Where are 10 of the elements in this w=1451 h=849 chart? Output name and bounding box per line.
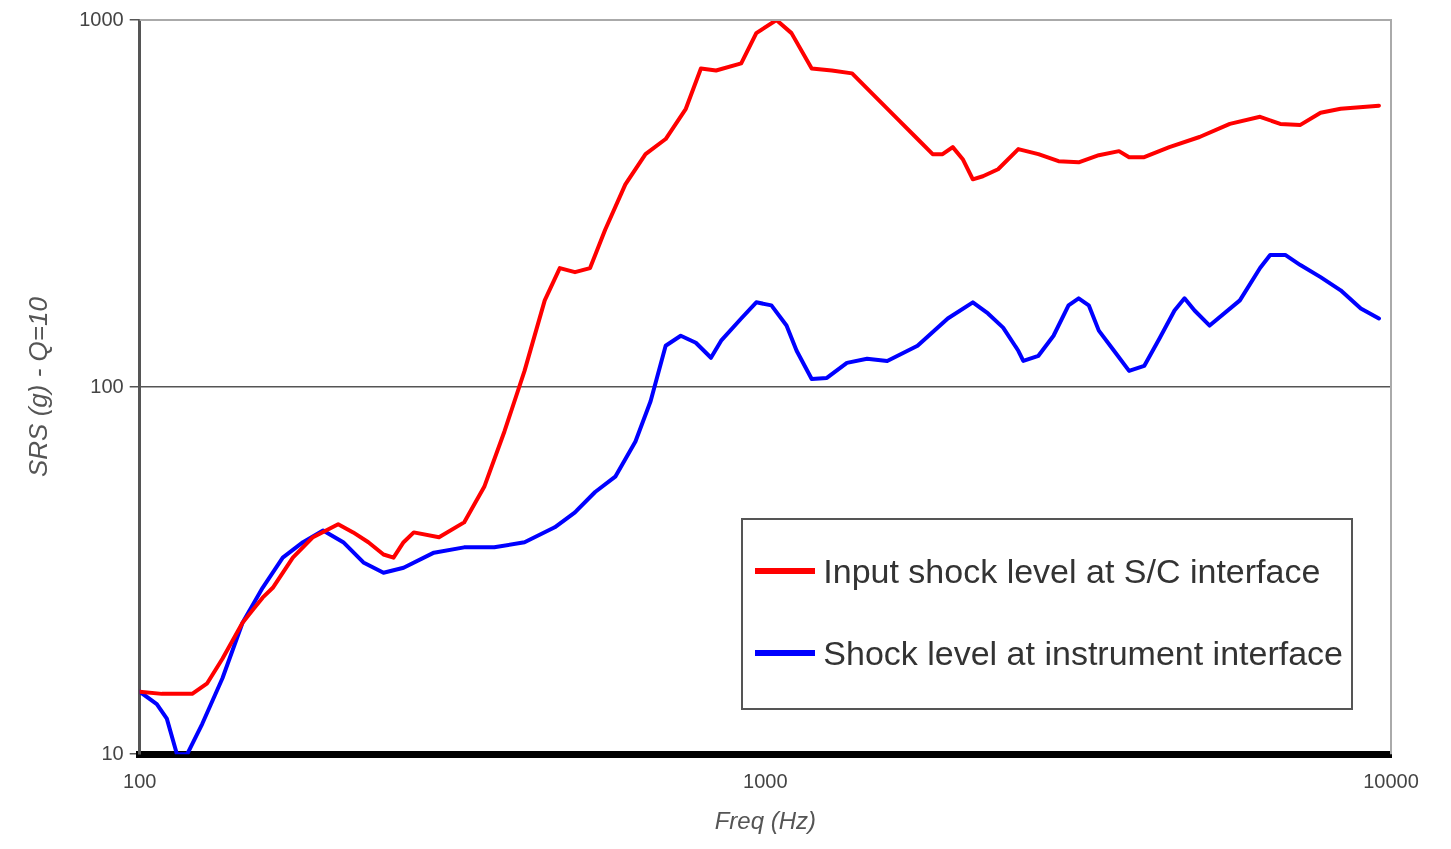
y-tick-label: 100 bbox=[90, 374, 124, 397]
y-axis-title: SRS (g) - Q=10 bbox=[22, 296, 53, 478]
x-axis-title: Freq (Hz) bbox=[714, 807, 817, 835]
y-tick-label: 1000 bbox=[79, 7, 124, 30]
x-tick-label: 10000 bbox=[1363, 769, 1419, 792]
x-tick-label: 1000 bbox=[743, 769, 788, 792]
legend-label: Input shock level at S/C interface bbox=[823, 551, 1321, 591]
y-tick-label: 10 bbox=[101, 741, 124, 764]
legend-label: Shock level at instrument interface bbox=[823, 633, 1343, 673]
x-tick-label: 100 bbox=[123, 769, 157, 792]
